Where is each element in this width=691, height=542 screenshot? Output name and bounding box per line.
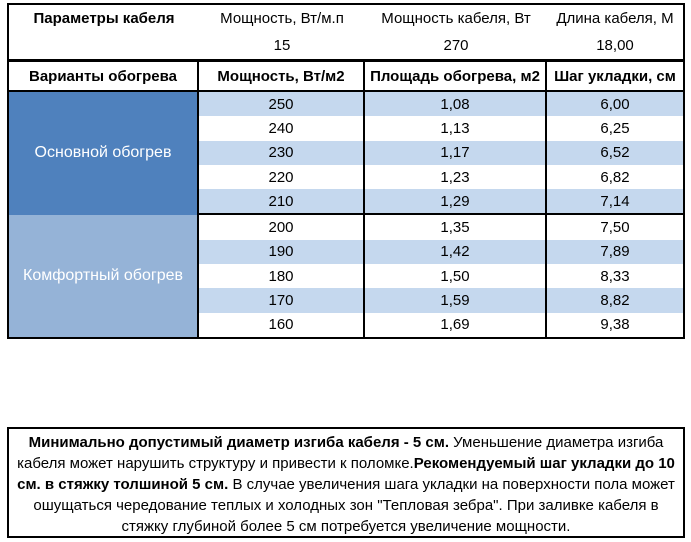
cable-power-header: Мощность кабеля, Вт <box>381 10 531 27</box>
table-row: 220 1,23 6,82 <box>199 164 683 190</box>
table-row: 240 1,13 6,25 <box>199 116 683 141</box>
table-header-row: Варианты обогрева Мощность, Вт/м2 Площад… <box>9 62 683 92</box>
empty-cell <box>9 32 199 59</box>
step-cell: 6,82 <box>600 168 630 186</box>
step-cell: 7,14 <box>600 192 630 210</box>
table-row: 190 1,42 7,89 <box>199 239 683 265</box>
power-cell: 170 <box>199 288 365 313</box>
step-cell: 9,38 <box>600 316 630 334</box>
area-cell: 1,23 <box>365 164 547 190</box>
table-row: 230 1,17 6,52 <box>199 140 683 165</box>
col-header-step: Шаг укладки, см <box>554 67 676 85</box>
area-cell: 1,29 <box>365 189 547 214</box>
power-cell: 220 <box>199 164 365 190</box>
col-header-variants: Варианты обогрева <box>9 62 199 90</box>
power-per-meter-header: Мощность, Вт/м.п <box>220 10 344 27</box>
step-cell: 7,89 <box>600 243 630 261</box>
cable-length-value: 18,00 <box>596 37 634 54</box>
step-cell: 8,82 <box>600 292 630 310</box>
power-cell: 200 <box>199 215 365 240</box>
data-rows: 250 1,08 6,00 240 1,13 6,25 230 1,17 6,5… <box>199 92 683 337</box>
power-cell: 210 <box>199 189 365 214</box>
cable-length-header: Длина кабеля, М <box>556 10 674 27</box>
installation-note: Минимально допустимый диаметр изгиба каб… <box>7 427 685 538</box>
cable-power-value: 270 <box>443 37 469 54</box>
cable-params-block: Параметры кабеля Мощность, Вт/м.п Мощнос… <box>9 5 683 62</box>
step-cell: 6,52 <box>600 144 630 162</box>
table-row: 250 1,08 6,00 <box>199 92 683 117</box>
step-cell: 6,00 <box>600 95 630 113</box>
table-row: 210 1,29 7,14 <box>199 189 683 214</box>
area-cell: 1,59 <box>365 288 547 313</box>
power-cell: 240 <box>199 116 365 141</box>
table-row: 170 1,59 8,82 <box>199 288 683 313</box>
power-cell: 160 <box>199 312 365 337</box>
table-row: 200 1,35 7,50 <box>199 213 683 240</box>
power-cell: 250 <box>199 92 365 117</box>
power-cell: 230 <box>199 140 365 165</box>
area-cell: 1,17 <box>365 140 547 165</box>
area-cell: 1,35 <box>365 215 547 240</box>
area-cell: 1,50 <box>365 264 547 289</box>
step-cell: 7,50 <box>600 219 630 237</box>
power-per-meter-value: 15 <box>273 37 291 54</box>
group-label-main-heating: Основной обогрев <box>9 92 197 215</box>
table-row: 180 1,50 8,33 <box>199 264 683 289</box>
area-cell: 1,42 <box>365 239 547 265</box>
note-segment: Уменьшение диаметра изгиба кабеля может … <box>17 434 664 472</box>
table-body: Основной обогрев Комфортный обогрев 250 … <box>9 92 683 337</box>
group-label-comfort-heating: Комфортный обогрев <box>9 214 197 337</box>
note-segment: В случае увеличения шага укладки на пове… <box>33 476 675 535</box>
params-title: Параметры кабеля <box>33 10 175 27</box>
step-cell: 6,25 <box>600 119 630 137</box>
area-cell: 1,69 <box>365 312 547 337</box>
table-row: 160 1,69 9,38 <box>199 312 683 337</box>
power-cell: 180 <box>199 264 365 289</box>
note-segment-bold: Минимально допустимый диаметр изгиба каб… <box>28 434 450 451</box>
col-header-power: Мощность, Вт/м2 <box>199 62 365 90</box>
area-cell: 1,13 <box>365 116 547 141</box>
group-labels-column: Основной обогрев Комфортный обогрев <box>9 92 199 337</box>
power-cell: 190 <box>199 239 365 265</box>
area-cell: 1,08 <box>365 92 547 117</box>
step-cell: 8,33 <box>600 267 630 285</box>
cable-table: Параметры кабеля Мощность, Вт/м.п Мощнос… <box>7 3 685 339</box>
col-header-area: Площадь обогрева, м2 <box>365 62 547 90</box>
note-segment-bold: Рекомендуемый шаг укладки до 10 см. в ст… <box>17 455 675 493</box>
